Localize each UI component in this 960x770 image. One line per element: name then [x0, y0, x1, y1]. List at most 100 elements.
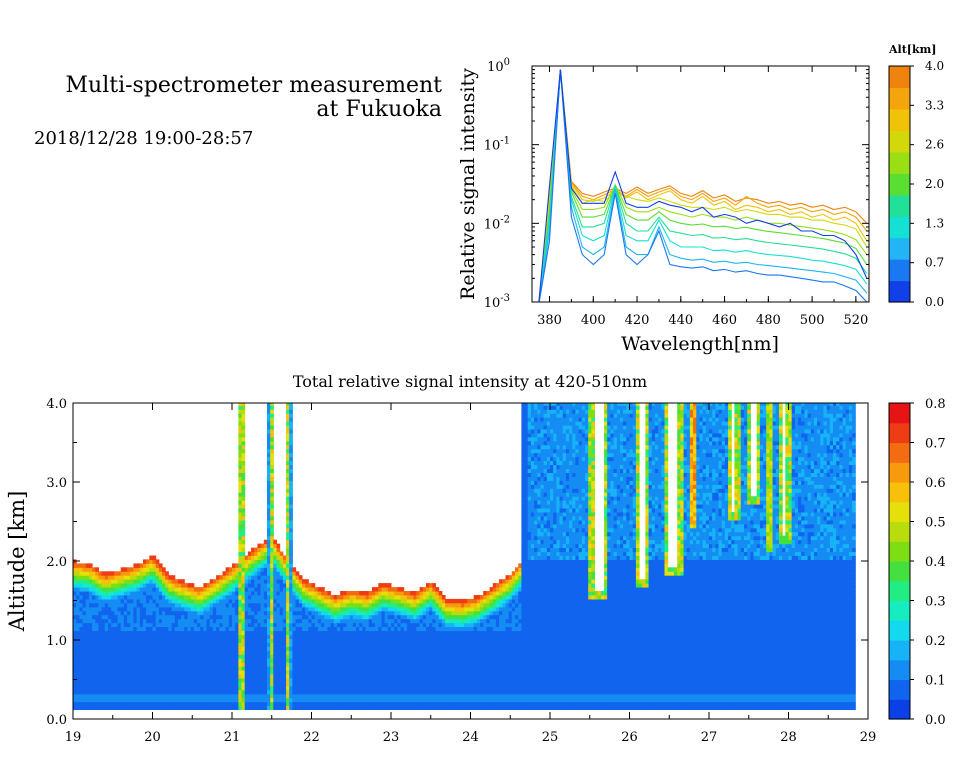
- heatmap-cell: [273, 555, 277, 560]
- heatmap-cell: [130, 634, 134, 639]
- heatmap-cell: [219, 583, 223, 588]
- heatmap-cell: [238, 500, 243, 505]
- heatmap-cell: [397, 705, 402, 710]
- heatmap-cell: [73, 575, 77, 580]
- heatmap-cell: [295, 654, 300, 659]
- heatmap-cell: [391, 677, 395, 683]
- heatmap-chart: Total relative signal intensity at 420-5…: [5, 372, 876, 745]
- heatmap-cell: [489, 650, 494, 655]
- heatmap-cell: [222, 598, 227, 604]
- spectrum-x-ticks: 380 400 420 440 460 480 500 520: [537, 66, 868, 328]
- heatmap-cell: [203, 693, 208, 699]
- altitude-colorbar-cell: [889, 66, 910, 89]
- heatmap-cell: [289, 444, 293, 450]
- heatmap-cell: [282, 650, 287, 655]
- heatmap-cell: [435, 614, 440, 620]
- heatmap-cell: [467, 670, 471, 675]
- heatmap-cell: [270, 658, 274, 663]
- heatmap-cell: [88, 634, 93, 639]
- heatmap-cell: [139, 697, 144, 703]
- heatmap-cell: [286, 539, 290, 545]
- heatmap-cell: [305, 681, 309, 687]
- heatmap-cell: [295, 666, 300, 671]
- heatmap-cell: [73, 587, 77, 592]
- heatmap-cell: [235, 602, 239, 608]
- heatmap-cell: [193, 697, 198, 703]
- heatmap-cell: [282, 654, 287, 659]
- heatmap-cell: [480, 658, 484, 663]
- heatmap-cell: [298, 575, 303, 580]
- heatmap-cell: [79, 563, 84, 568]
- heatmap-cell: [381, 697, 386, 703]
- heatmap-cell: [276, 658, 281, 663]
- heatmap-cell: [111, 650, 115, 655]
- heatmap-cell: [190, 705, 195, 710]
- heatmap-cell: [225, 638, 230, 643]
- heatmap-cell: [146, 626, 150, 632]
- heatmap-cell: [270, 689, 274, 695]
- heatmap-cell: [394, 630, 398, 635]
- heatmap-cell: [187, 638, 192, 643]
- heatmap-cell: [216, 606, 220, 612]
- heatmap-cell: [317, 681, 322, 687]
- heatmap-cell: [400, 693, 405, 699]
- heatmap-cell: [298, 638, 303, 643]
- heatmap-cell: [298, 681, 303, 687]
- heatmap-cell: [308, 595, 312, 600]
- heatmap-cell: [289, 516, 293, 521]
- heatmap-cell: [317, 685, 322, 691]
- heatmap-cell: [438, 693, 443, 699]
- heatmap-cell: [387, 654, 392, 659]
- heatmap-cell: [263, 614, 268, 620]
- heatmap-cell: [422, 693, 427, 699]
- heatmap-cell: [181, 626, 185, 632]
- heatmap-cell: [152, 638, 157, 643]
- heatmap-cell: [133, 674, 138, 679]
- heatmap-cell: [451, 622, 456, 627]
- heatmap-cell: [365, 693, 370, 699]
- heatmap-cell: [499, 618, 503, 624]
- heatmap-cell: [406, 666, 411, 671]
- heatmap-cell: [467, 689, 471, 695]
- heatmap-cell: [289, 630, 293, 635]
- heatmap-cell: [336, 638, 341, 643]
- heatmap-cell: [352, 705, 357, 710]
- heatmap-cell: [279, 579, 284, 584]
- heatmap-cell: [286, 583, 290, 588]
- heatmap-cell: [362, 626, 367, 632]
- heatmap-cell: [273, 559, 277, 564]
- heatmap-cell: [225, 630, 230, 635]
- heatmap-cell: [114, 685, 118, 691]
- heatmap-cell: [177, 618, 182, 624]
- heatmap-cell: [406, 658, 411, 663]
- heatmap-cell: [108, 697, 112, 703]
- heatmap-cell: [241, 579, 246, 584]
- heatmap-cell: [502, 630, 506, 635]
- heatmap-cell: [251, 701, 255, 707]
- heatmap-cell: [212, 634, 217, 639]
- heatmap-cell: [279, 622, 284, 627]
- heatmap-cell: [165, 591, 169, 596]
- heatmap-cell: [79, 693, 84, 699]
- heatmap-cell: [486, 689, 491, 695]
- heatmap-cell: [321, 595, 325, 600]
- heatmap-cell: [120, 591, 125, 596]
- heatmap-cell: [505, 634, 510, 639]
- heatmap-cell: [85, 587, 90, 592]
- altitude-colorbar-cell: [889, 259, 910, 282]
- heatmap-cell: [321, 587, 325, 592]
- heatmap-cell: [104, 642, 109, 647]
- heatmap-cell: [368, 681, 373, 687]
- heatmap-cell: [384, 622, 389, 627]
- heatmap-cell: [241, 681, 246, 687]
- heatmap-cell: [95, 705, 99, 710]
- heatmap-cell: [79, 598, 84, 604]
- heatmap-cell: [171, 674, 176, 679]
- heatmap-cell: [267, 480, 271, 485]
- heatmap-cell: [391, 642, 395, 647]
- heatmap-cell: [384, 634, 389, 639]
- heatmap-cell: [247, 591, 252, 596]
- heatmap-cell: [473, 630, 478, 635]
- heatmap-cell: [238, 508, 243, 513]
- heatmap-cell: [136, 602, 141, 608]
